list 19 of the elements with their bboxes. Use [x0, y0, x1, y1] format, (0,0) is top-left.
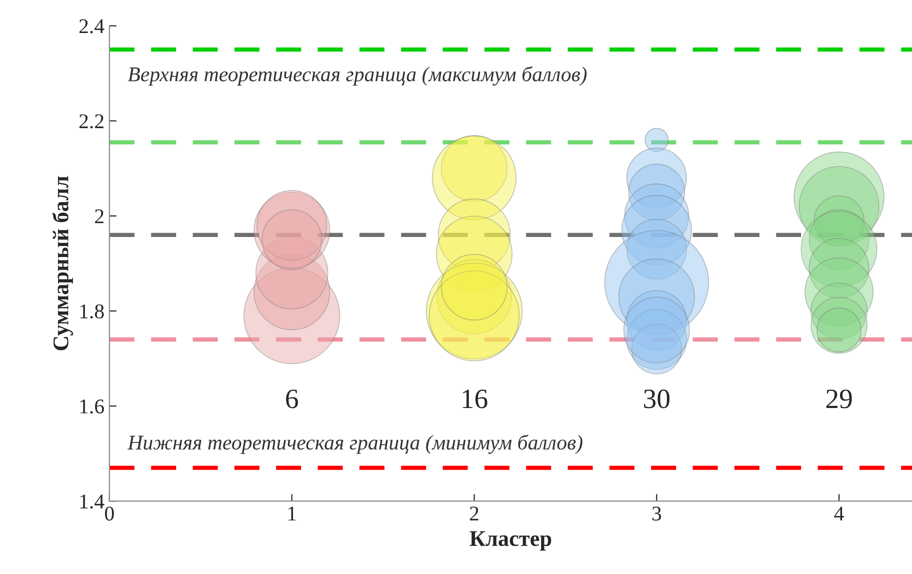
y-tick-label: 1.6 — [80, 399, 104, 414]
ref-line-label: Нижняя теоретическая граница (минимум баллов) — [127, 434, 582, 454]
annotation: 6 — [286, 390, 298, 408]
x-tick-label: 4 — [834, 506, 844, 520]
x-axis-title: Кластер — [470, 531, 552, 551]
x-tick-label: 0 — [105, 506, 114, 521]
y-tick-label: 2 — [95, 209, 104, 224]
ref-line-label: Верхняя теоретическая граница (максимум баллов) — [128, 66, 587, 86]
y-tick-label: 1.8 — [80, 304, 104, 319]
x-tick-label: 1 — [288, 506, 296, 520]
annotation: 16 — [462, 390, 488, 408]
annotation: 29 — [826, 390, 852, 408]
x-tick-label: 3 — [652, 506, 662, 521]
y-tick-label: 2.4 — [79, 19, 104, 34]
y-tick-label: 1.4 — [80, 494, 104, 509]
x-tick-label: 2 — [470, 506, 478, 520]
y-axis-title: Суммарный балл — [52, 176, 73, 350]
annotation: 30 — [644, 390, 670, 408]
y-tick-label: 2.2 — [79, 114, 104, 128]
